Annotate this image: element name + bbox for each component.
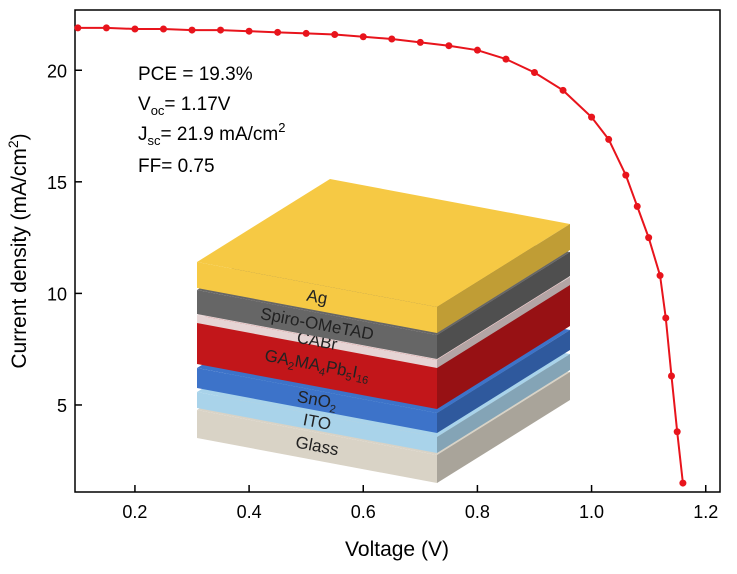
- layer-side: [437, 330, 570, 433]
- jv-point: [530, 68, 538, 76]
- jv-point: [588, 113, 596, 121]
- jv-point: [473, 46, 481, 54]
- jv-point: [645, 234, 653, 242]
- jv-point: [131, 25, 139, 33]
- layer-label-part: 2: [329, 403, 337, 416]
- layer-front: [197, 410, 437, 483]
- layer-front: [197, 315, 437, 368]
- layer-side: [437, 372, 570, 483]
- jv-point: [559, 86, 567, 94]
- jv-point: [359, 33, 367, 41]
- jv-point: [102, 24, 110, 32]
- layer-label-part: 4: [318, 366, 326, 379]
- annotation-jsc: Jsc= 21.9 mA/cm2: [138, 120, 285, 148]
- layer-label: GA2MA4Pb5I16: [263, 346, 371, 387]
- jv-point: [667, 372, 675, 380]
- x-tick-label: 1.0: [579, 502, 604, 522]
- jv-point: [217, 26, 225, 34]
- jv-point: [302, 29, 310, 37]
- x-tick-label: 0.4: [237, 502, 262, 522]
- jv-point: [188, 26, 196, 34]
- x-tick-label: 0.2: [122, 502, 147, 522]
- y-tick-label: 5: [57, 396, 67, 416]
- layer-side: [437, 277, 570, 368]
- jv-point: [245, 27, 253, 35]
- x-tick-label: 1.2: [693, 502, 718, 522]
- jv-point: [662, 314, 670, 322]
- layer-front: [197, 262, 437, 333]
- jv-point: [656, 272, 664, 280]
- jv-point: [331, 31, 339, 39]
- jv-point: [445, 42, 453, 50]
- layer-side: [437, 284, 570, 409]
- jv-line: [77, 26, 684, 484]
- layer-side-shade: [437, 372, 570, 483]
- layer-label: ITO: [302, 410, 333, 434]
- jv-point: [679, 479, 687, 487]
- annotation-pce: PCE = 19.3%: [138, 64, 253, 85]
- jv-point: [502, 55, 510, 63]
- axes: 0.2 0.4 0.6 0.8 1.0 1.2 5 10 15 20: [47, 61, 718, 522]
- y-axis-label: Current density (mA/cm2): [5, 133, 31, 368]
- layer-label-part: MA: [293, 352, 322, 375]
- layer-side-shade: [437, 277, 570, 368]
- layer-side-shade: [437, 330, 570, 433]
- layer-side-shade: [437, 224, 570, 333]
- layer-label-part: Ag: [305, 286, 329, 309]
- layer-label-part: ITO: [302, 410, 333, 434]
- layer-label-part: 5: [344, 371, 352, 384]
- jv-point: [416, 38, 424, 46]
- layer-front: [197, 392, 437, 453]
- y-tick-label: 10: [47, 284, 67, 304]
- layer-label-part: 2: [287, 360, 295, 373]
- layer-side: [437, 252, 570, 359]
- layer-label-part: GA: [263, 346, 291, 369]
- layer-side-shade: [437, 284, 570, 409]
- jv-point: [673, 428, 681, 436]
- plot-frame: [74, 9, 721, 493]
- jv-point: [388, 35, 396, 43]
- annotation-voc: Voc= 1.17V: [138, 94, 231, 118]
- layer-label: Ag: [305, 286, 329, 309]
- jv-point: [633, 202, 641, 210]
- device-stack: GlassITOSnO2GA2MA4Pb5I16CABrSpiro-OMeTAD…: [197, 179, 570, 483]
- jv-point: [274, 28, 282, 36]
- x-axis-label: Voltage (V): [345, 538, 449, 561]
- layer-front: [197, 322, 437, 409]
- x-tick-label: 0.8: [465, 502, 490, 522]
- layer-side-shade: [437, 354, 570, 453]
- y-tick-label: 20: [47, 61, 67, 81]
- jv-point: [622, 171, 630, 179]
- layer-side-shade: [437, 252, 570, 359]
- jv-point: [605, 135, 613, 143]
- layer-front: [197, 290, 437, 359]
- annotation-ff: FF= 0.75: [138, 156, 215, 177]
- jv-point: [159, 25, 167, 33]
- layer-label-part: I: [351, 362, 359, 382]
- layer-front: [197, 368, 437, 433]
- jv-point: [74, 24, 82, 32]
- layer-label-part: 16: [355, 373, 369, 387]
- y-tick-label: 15: [47, 173, 67, 193]
- curve: [74, 24, 687, 487]
- x-tick-label: 0.6: [351, 502, 376, 522]
- layer-side: [437, 224, 570, 333]
- layer-side: [437, 354, 570, 453]
- layer-label-part: Pb: [324, 357, 348, 380]
- layer-top: [197, 179, 570, 307]
